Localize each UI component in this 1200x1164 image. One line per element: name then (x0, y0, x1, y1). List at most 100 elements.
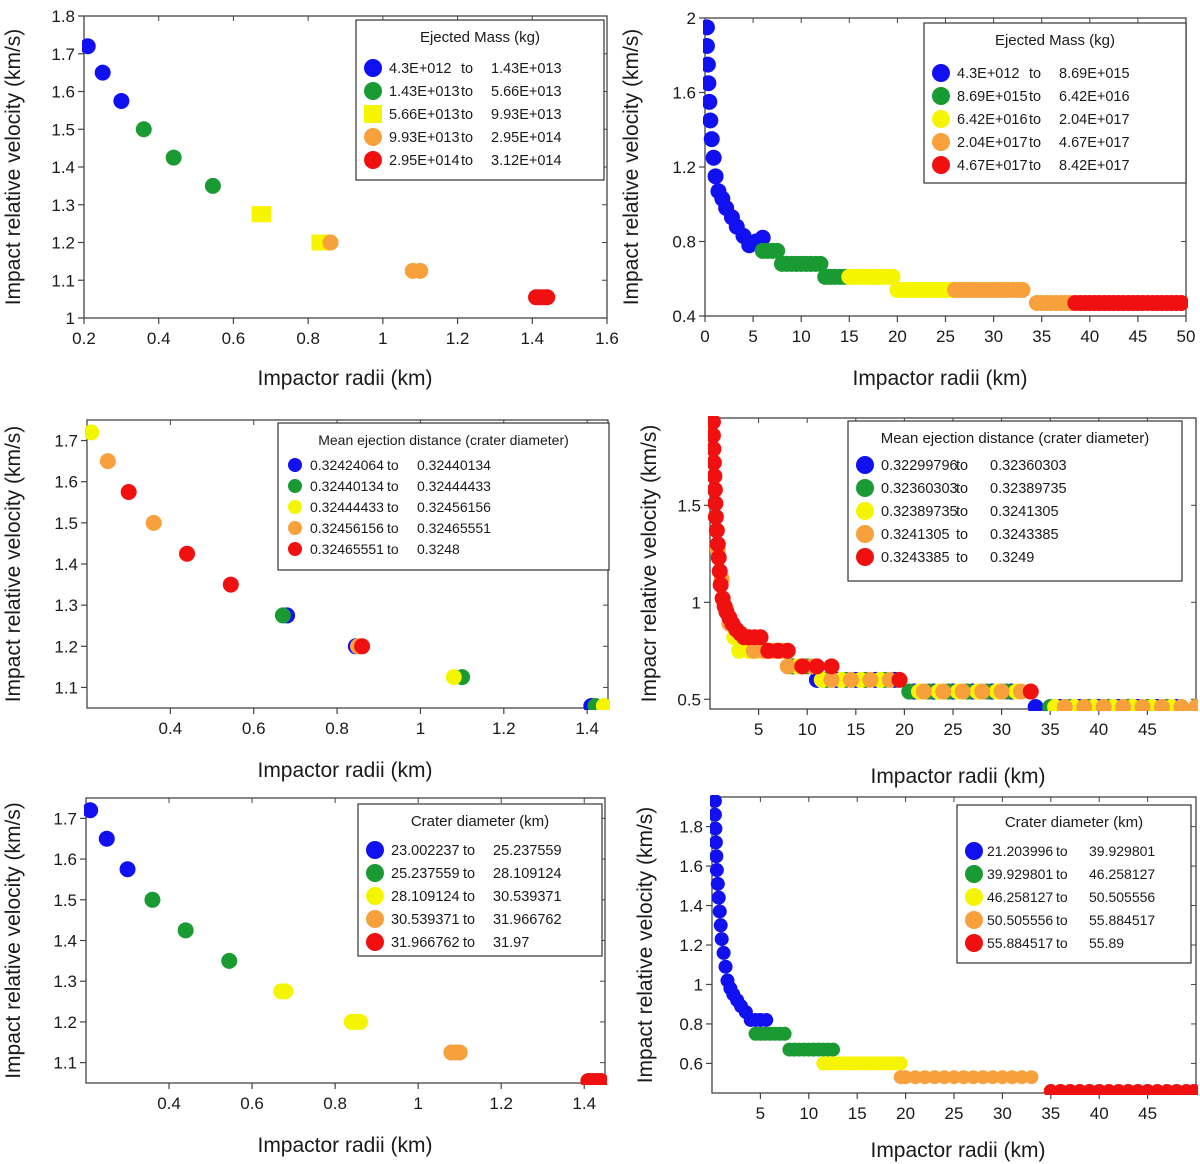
data-point (708, 441, 722, 458)
series-1 (84, 802, 136, 878)
data-point (274, 607, 291, 624)
x-axis-label: Impactor radii (km) (852, 367, 1027, 390)
data-point (769, 242, 786, 259)
y-tick-label: 1.6 (54, 473, 78, 492)
series-5 (120, 484, 371, 655)
legend-range-from: 0.32440134 (310, 478, 384, 494)
legend-to-word: to (1056, 935, 1068, 951)
data-point (711, 890, 726, 905)
x-tick-label: 1.4 (572, 1094, 596, 1113)
legend-to-word: to (463, 866, 475, 882)
legend-marker (856, 479, 874, 497)
legend-range-from: 0.32465551 (310, 541, 384, 557)
series-5 (1043, 1084, 1198, 1095)
legend-to-word: to (463, 889, 475, 905)
legend-range-to: 31.97 (493, 935, 529, 951)
data-point (204, 177, 221, 194)
legend-box (357, 803, 603, 957)
x-tick-label: 0.2 (72, 329, 96, 348)
legend-range-from: 30.539371 (391, 912, 460, 928)
y-tick-label: 1.6 (672, 84, 696, 103)
y-tick-label: 0.4 (672, 307, 696, 326)
legend-range-to: 0.32360303 (990, 458, 1067, 474)
data-point (82, 38, 96, 55)
y-tick-label: 1 (66, 309, 75, 328)
series-3 (251, 206, 332, 251)
legend: Mean ejection distance (crater diameter)… (847, 420, 1183, 582)
legend-marker (856, 548, 874, 566)
data-point (120, 484, 137, 500)
legend-range-from: 0.32424064 (310, 457, 384, 473)
series-4 (947, 281, 1079, 311)
legend-marker (856, 525, 874, 543)
series-3 (841, 268, 959, 298)
panel-3: 0.4 0.6 0.8 1 1.2 1.4 1.1 1.2 1.3 1.4 1.5 1.6 1.7 Imp… (2, 419, 610, 782)
legend: Ejected Mass (kg)4.3E+012 to 1.43E+0131.43… (355, 19, 605, 181)
x-tick-label: 1.4 (575, 719, 599, 738)
data-point (703, 93, 718, 110)
data-point (956, 1070, 971, 1085)
y-tick-label: 0.6 (679, 1054, 703, 1073)
legend-range-from: 4.67E+017 (957, 158, 1028, 174)
data-point (703, 19, 715, 36)
x-axis-label: Impactor radii (km) (257, 1134, 432, 1157)
series-2 (748, 1026, 840, 1057)
data-point (703, 37, 715, 54)
legend-range-from: 25.237559 (391, 866, 460, 882)
y-tick-label: 1.8 (679, 818, 703, 837)
data-point (85, 424, 100, 441)
x-tick-label: 5 (754, 720, 763, 739)
data-point (1022, 683, 1039, 700)
data-point (144, 891, 161, 908)
x-axis-label: Impactor radii (km) (870, 765, 1045, 788)
x-tick-label: 0.8 (296, 329, 320, 348)
legend-marker (366, 933, 384, 951)
x-tick-label: 35 (1032, 327, 1051, 346)
legend-marker (932, 110, 950, 128)
legend-marker (965, 865, 983, 883)
legend-to-word: to (956, 458, 968, 474)
y-axis-label: Impact relative velocity (km/s) (620, 29, 643, 306)
y-tick-label: 1.1 (51, 271, 75, 290)
legend-marker (288, 542, 302, 556)
data-point (716, 945, 731, 960)
legend-marker (932, 64, 950, 82)
data-point (708, 481, 723, 498)
data-point (908, 1070, 923, 1085)
y-tick-label: 1.2 (51, 234, 75, 253)
x-tick-label: 30 (993, 1104, 1012, 1123)
data-point (718, 959, 733, 974)
y-tick-label: 1.3 (54, 596, 78, 615)
data-point (708, 454, 722, 471)
data-point (712, 576, 729, 593)
x-tick-label: 20 (896, 1104, 915, 1123)
x-axis-label: Impactor radii (km) (257, 759, 432, 782)
data-point (935, 683, 952, 700)
series-5 (528, 289, 556, 306)
y-tick-label: 1.4 (679, 897, 703, 916)
data-point (595, 697, 610, 710)
data-point (222, 576, 239, 593)
y-tick-label: 1.5 (53, 891, 77, 910)
legend-marker (366, 841, 384, 859)
data-point (893, 1056, 908, 1071)
y-tick-label: 0.5 (677, 690, 701, 709)
legend-range-to: 0.32440134 (417, 457, 491, 473)
legend-range-to: 5.66E+013 (491, 84, 562, 100)
legend-range-from: 39.929801 (987, 866, 1053, 882)
data-point (995, 1070, 1010, 1085)
data-point (1153, 699, 1170, 711)
data-point (710, 876, 725, 891)
legend-to-word: to (461, 61, 473, 77)
y-tick-label: 1.4 (54, 555, 78, 574)
legend-to-word: to (1029, 158, 1041, 174)
legend-box (923, 22, 1187, 184)
legend-to-word: to (956, 481, 968, 497)
legend-title: Ejected Mass (kg) (420, 29, 540, 46)
legend-to-word: to (1056, 866, 1068, 882)
data-point (779, 642, 796, 659)
legend-marker (288, 458, 302, 472)
legend-range-from: 0.32456156 (310, 520, 384, 536)
legend-range-from: 4.3E+012 (957, 66, 1020, 82)
